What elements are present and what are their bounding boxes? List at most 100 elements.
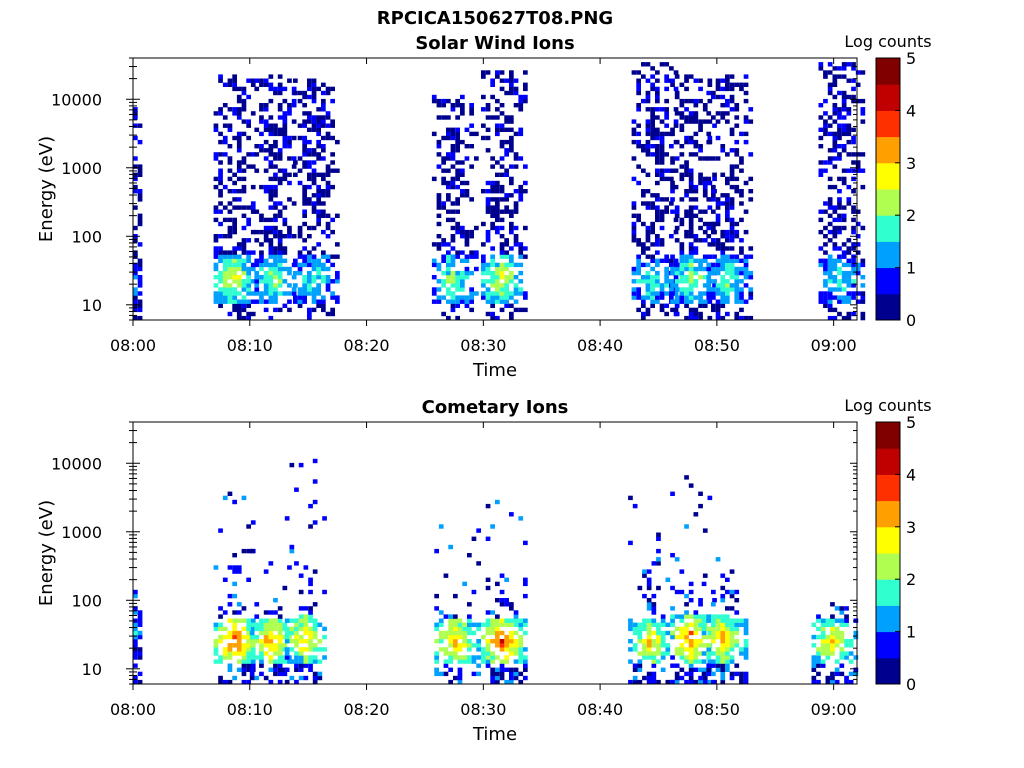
heatmap-cell [133, 176, 138, 182]
heatmap-cell [650, 221, 655, 227]
heatmap-cell [250, 659, 256, 664]
heatmap-cell [443, 659, 449, 664]
heatmap-cell [846, 152, 852, 157]
heatmap-cell [325, 266, 331, 272]
heatmap-cell [702, 614, 708, 619]
spectrogram [133, 458, 859, 685]
heatmap-cell [133, 111, 138, 116]
heatmap-cell [322, 589, 327, 595]
heatmap-cell [246, 667, 251, 672]
heatmap-cell [232, 197, 237, 202]
colorbar-tick-label: 4 [906, 465, 916, 484]
heatmap-cell [693, 250, 699, 255]
heatmap-cell [311, 172, 317, 177]
heatmap-cell [832, 119, 838, 124]
heatmap-cell [518, 94, 524, 100]
heatmap-cell [841, 287, 847, 292]
heatmap-cell [441, 160, 446, 165]
heatmap-cell [628, 647, 633, 652]
heatmap-cell [241, 667, 247, 672]
heatmap-cell [254, 602, 260, 607]
heatmap-cell [656, 557, 661, 562]
heatmap-cell [485, 135, 491, 141]
heatmap-cell [321, 119, 326, 124]
heatmap-cell [273, 217, 278, 223]
heatmap-cell [664, 62, 669, 67]
heatmap-cell [490, 667, 495, 672]
heatmap-cell [674, 238, 680, 243]
heatmap-cell [438, 647, 444, 652]
heatmap-cell [684, 630, 689, 636]
heatmap-cell [246, 626, 251, 632]
colorbar-segment [876, 293, 900, 321]
heatmap-cell [133, 291, 138, 296]
heatmap-cell [222, 634, 228, 640]
heatmap-cell [133, 606, 138, 611]
heatmap-cell [137, 651, 143, 656]
heatmap-cell [268, 610, 274, 615]
heatmap-cell [509, 311, 514, 317]
heatmap-cell [263, 148, 269, 153]
heatmap-cell [218, 679, 223, 685]
heatmap-cell [641, 201, 646, 206]
heatmap-cell [448, 659, 453, 664]
heatmap-cell [325, 115, 331, 120]
heatmap-cell [660, 634, 666, 640]
heatmap-cell [218, 168, 223, 173]
heatmap-cell [684, 295, 689, 300]
heatmap-cell [698, 602, 703, 607]
heatmap-cell [523, 164, 528, 169]
heatmap-cell [464, 144, 470, 149]
heatmap-cell [684, 209, 689, 214]
heatmap-cell [476, 647, 481, 652]
heatmap-cell [729, 622, 735, 627]
heatmap-cell [518, 679, 524, 685]
heatmap-cell [254, 152, 260, 157]
heatmap-cell [446, 131, 451, 137]
heatmap-cell [321, 135, 326, 141]
heatmap-cell [688, 671, 694, 677]
heatmap-cell [701, 659, 707, 664]
heatmap-cell [739, 315, 744, 321]
heatmap-cell [523, 659, 528, 664]
burst-3 [249, 548, 292, 685]
heatmap-cell [832, 94, 838, 100]
heatmap-cell [450, 164, 456, 169]
heatmap-cell [263, 643, 269, 648]
heatmap-cell [133, 270, 138, 276]
heatmap-cell [827, 148, 833, 153]
heatmap-cell [698, 626, 703, 632]
heatmap-cell [499, 295, 505, 300]
heatmap-cell [823, 262, 828, 268]
heatmap-cell [268, 659, 274, 664]
heatmap-cell [277, 262, 283, 268]
heatmap-cell [485, 503, 491, 509]
heatmap-cell [282, 258, 288, 263]
x-tick-label: 08:30 [460, 336, 506, 355]
heatmap-cell [438, 639, 444, 644]
heatmap-cell [438, 630, 444, 636]
heatmap-cell [832, 275, 838, 280]
heatmap-cell [325, 123, 331, 128]
heatmap-cell [846, 62, 852, 67]
heatmap-cell [268, 262, 274, 268]
heatmap-cell [455, 201, 460, 206]
heatmap-cell [294, 561, 299, 566]
heatmap-cell [846, 275, 852, 280]
heatmap-cell [316, 275, 321, 280]
heatmap-cell [818, 62, 824, 67]
heatmap-cell [818, 246, 824, 251]
heatmap-cell [263, 291, 269, 296]
heatmap-cell [448, 630, 453, 636]
heatmap-cell [277, 626, 283, 632]
heatmap-cell [725, 622, 730, 627]
heatmap-cell [311, 176, 317, 182]
heatmap-cell [655, 262, 660, 268]
heatmap-cell [693, 643, 699, 648]
heatmap-cell [495, 291, 500, 296]
heatmap-cell [222, 495, 228, 501]
heatmap-cell [860, 70, 866, 75]
heatmap-cell [674, 675, 680, 681]
heatmap-cell [518, 193, 524, 198]
heatmap-cell [236, 246, 242, 251]
